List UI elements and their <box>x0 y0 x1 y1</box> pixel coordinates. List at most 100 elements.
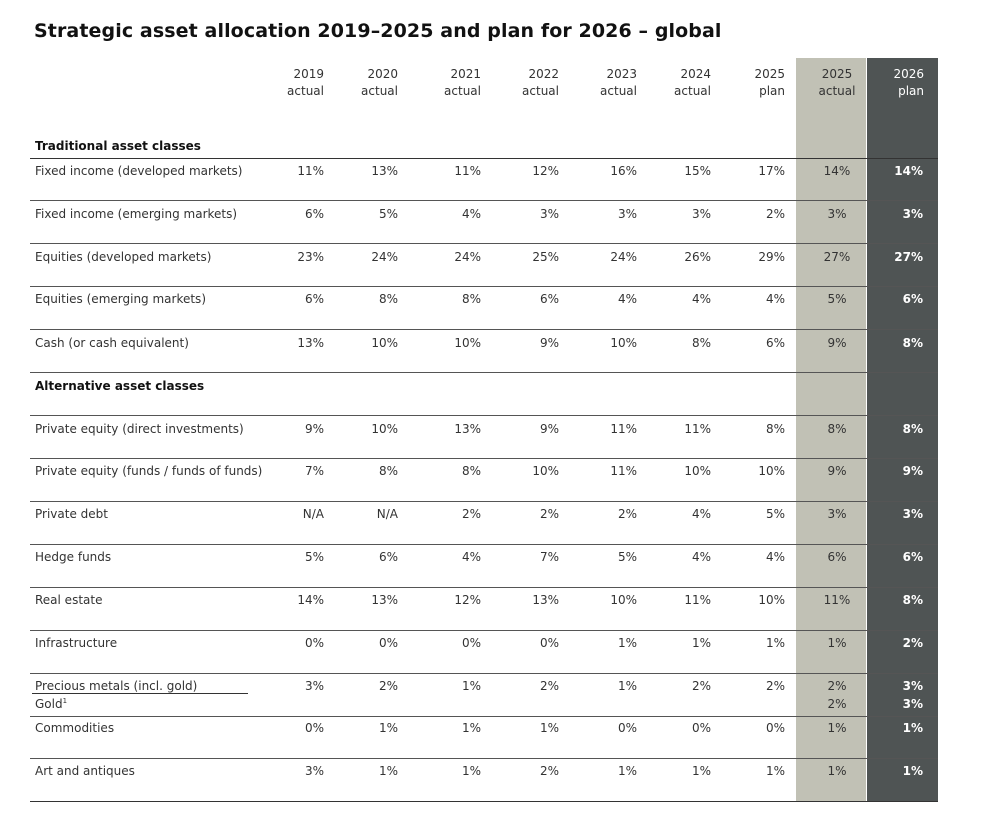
section-title: Alternative asset classes <box>35 379 205 393</box>
table-cell: 25% <box>532 250 559 264</box>
column-header-year: 2020 <box>367 67 398 81</box>
column-header: 2020 actual <box>328 66 398 100</box>
table-cell: 0% <box>539 636 559 650</box>
table-cell: 27% <box>823 250 851 264</box>
column-header: 2025 actual <box>798 66 876 100</box>
table-cell: 1% <box>902 721 923 735</box>
column-header: 2025 plan <box>715 66 785 100</box>
table-cell: 2% <box>902 636 923 650</box>
row-divider <box>30 458 938 459</box>
column-header-kind: plan <box>898 84 924 98</box>
table-cell: 6% <box>304 207 324 221</box>
row-label: Precious metals (incl. gold) <box>35 679 197 693</box>
table-cell: 11% <box>684 422 711 436</box>
column-header-kind: actual <box>674 84 711 98</box>
table-cell: 1% <box>691 764 711 778</box>
table-cell: 11% <box>610 464 637 478</box>
page-title: Strategic asset allocation 2019–2025 and… <box>34 20 722 42</box>
table-cell: 8% <box>902 593 923 607</box>
table-cell: 14% <box>823 164 851 178</box>
row-divider <box>30 200 938 201</box>
table-cell: 4% <box>765 292 785 306</box>
row-divider <box>30 329 938 330</box>
table-cell: 13% <box>454 422 481 436</box>
row-label: Equities (developed markets) <box>35 250 211 264</box>
table-cell: 3% <box>827 207 847 221</box>
row-label: Equities (emerging markets) <box>35 292 206 306</box>
row-label: Commodities <box>35 721 114 735</box>
row-divider <box>30 286 938 287</box>
table-cell: 10% <box>532 464 559 478</box>
row-label-text: Infrastructure <box>35 636 118 650</box>
row-label-text: Equities (developed markets) <box>35 250 212 264</box>
table-cell: 1% <box>765 764 785 778</box>
table-cell: 4% <box>765 550 785 564</box>
row-label-text: Real estate <box>35 593 103 607</box>
row-divider <box>30 630 938 631</box>
table-cell: 10% <box>610 336 637 350</box>
row-divider <box>30 587 938 588</box>
table-cell: 9% <box>827 336 847 350</box>
row-label-text: Commodities <box>35 721 115 735</box>
table-cell: 2% <box>461 507 481 521</box>
table-cell: 1% <box>617 764 637 778</box>
column-header-year: 2025 <box>754 67 785 81</box>
table-cell: 12% <box>532 164 559 178</box>
column-header-kind: actual <box>287 84 324 98</box>
table-cell: 8% <box>765 422 785 436</box>
column-header-kind: actual <box>818 84 856 98</box>
table-cell: 4% <box>461 207 481 221</box>
table-cell: 0% <box>378 636 398 650</box>
table-cell: 8% <box>902 422 923 436</box>
table-cell: 2% <box>765 679 785 693</box>
table-cell: 0% <box>617 721 637 735</box>
table-cell: 24% <box>371 250 398 264</box>
row-divider <box>30 372 938 373</box>
table-cell: 8% <box>378 464 398 478</box>
table-cell: 9% <box>902 464 923 478</box>
table-cell: 8% <box>461 464 481 478</box>
row-label: Real estate <box>35 593 102 607</box>
table-cell: 2% <box>539 507 559 521</box>
table-cell: 15% <box>684 164 711 178</box>
table-cell: 2% <box>539 679 559 693</box>
column-header-kind: actual <box>522 84 559 98</box>
table-cell: 1% <box>378 764 398 778</box>
table-cell: 7% <box>304 464 324 478</box>
table-cell: 2% <box>691 679 711 693</box>
table-cell: 23% <box>297 250 324 264</box>
table-cell: 6% <box>765 336 785 350</box>
table-cell: 24% <box>454 250 481 264</box>
table-cell: 6% <box>539 292 559 306</box>
table-cell: 5% <box>304 550 324 564</box>
row-label: Private equity (funds / funds of funds) <box>35 464 262 478</box>
table-cell: N/A <box>376 507 398 521</box>
row-divider <box>30 673 938 674</box>
table-cell: 1% <box>827 636 847 650</box>
table-cell: 0% <box>461 636 481 650</box>
row-label: Hedge funds <box>35 550 111 564</box>
row-label: Gold1 <box>35 697 67 711</box>
table-cell: 5% <box>827 292 847 306</box>
table-cell: 1% <box>691 636 711 650</box>
table-cell: 1% <box>378 721 398 735</box>
footnote-marker: 1 <box>62 697 68 705</box>
row-divider <box>30 415 938 416</box>
table-cell: 10% <box>371 336 398 350</box>
table-cell: 0% <box>304 636 324 650</box>
table-cell: 17% <box>758 164 785 178</box>
row-divider <box>30 243 938 244</box>
table-cell: 10% <box>610 593 637 607</box>
table-cell: 3% <box>304 679 324 693</box>
table-cell: 6% <box>902 550 923 564</box>
column-header-year: 2022 <box>528 67 559 81</box>
table-cell: 1% <box>461 679 481 693</box>
table-cell: 10% <box>684 464 711 478</box>
table-cell: 13% <box>297 336 324 350</box>
table-cell: 1% <box>461 721 481 735</box>
table-cell: 9% <box>539 422 559 436</box>
table-cell: 2% <box>617 507 637 521</box>
table-cell: 11% <box>610 422 637 436</box>
table-cell: 3% <box>902 207 923 221</box>
table-cell: 11% <box>823 593 851 607</box>
